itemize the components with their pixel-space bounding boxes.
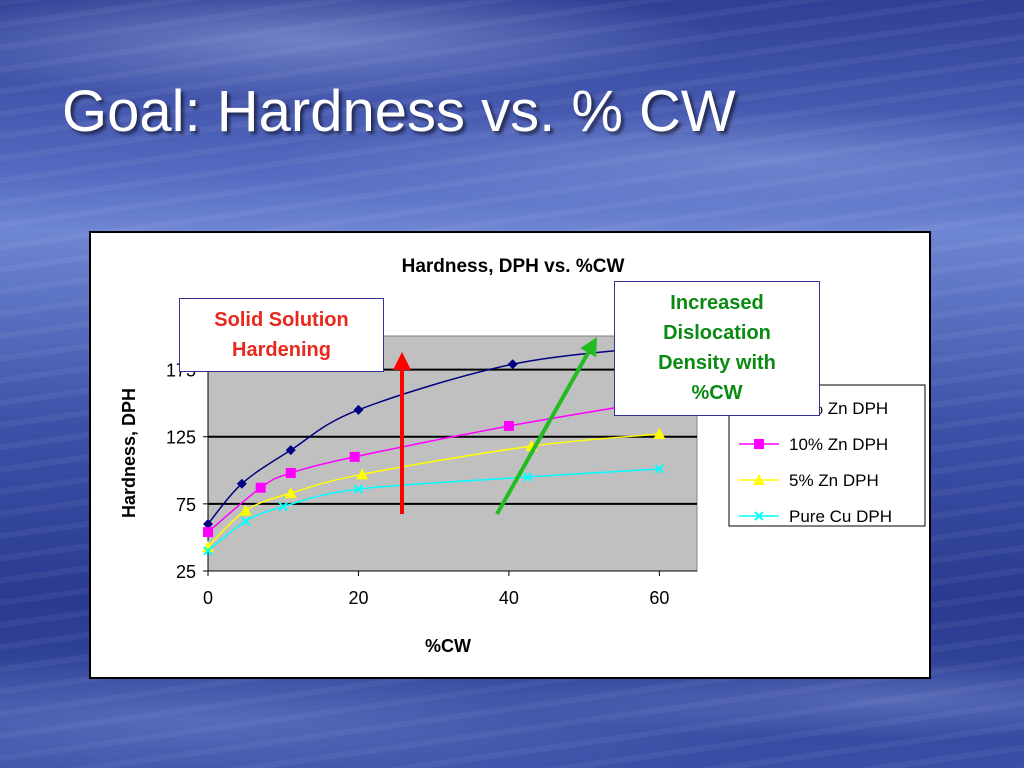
data-point-10pct-zn-dph [503,420,514,431]
solid-solution-line-2: Hardening [232,339,331,361]
data-point-pure-cu-dph [240,516,251,527]
data-point-10pct-zn-dph [255,482,266,493]
solid-solution-arrow [393,352,411,514]
solid-solution-arrow-head [393,352,411,370]
data-point-pure-cu-dph-stroke [240,516,251,527]
solid-solution-line-1: Solid Solution [214,309,349,331]
data-point-pure-cu-dph-stroke [523,472,533,482]
data-point-30pct-zn-dph [203,519,213,529]
legend-label-5pct-zn-dph: 5% Zn DPH [789,471,879,490]
legend-label-10pct-zn-dph: 10% Zn DPH [789,435,888,454]
x-tick-label: 0 [203,588,213,608]
dislocation-arrow-head [580,337,597,358]
legend-marker-pure-cu-dph [754,511,764,521]
data-point-pure-cu-dph [353,484,364,494]
data-point-30pct-zn-dph [236,478,247,489]
x-tick-label: 40 [499,588,519,608]
data-point-pure-cu-dph [278,501,288,512]
x-tick-label: 20 [348,588,368,608]
legend-label-pure-cu-dph: Pure Cu DPH [789,507,892,526]
data-point-5pct-zn-dph [356,468,369,480]
dislocation-density-callout: Increased Dislocation Density with %CW [614,281,820,416]
data-point-5pct-zn-dph [653,428,666,440]
dislocation-arrow [495,337,597,515]
data-point-10pct-zn-dph [203,527,213,538]
data-point-pure-cu-dph [523,472,533,482]
x-axis-label: %CW [425,636,471,656]
legend-marker-5pct-zn-dph [753,474,765,485]
dislocation-line-1: Increased [670,292,764,314]
dislocation-line-4: %CW [691,382,743,404]
axes: 25751251750204060 [166,336,697,608]
y-tick-label: 25 [176,562,196,582]
data-point-pure-cu-dph-stroke [203,546,213,556]
dislocation-line-2: Dislocation [663,322,771,344]
slide-title: Goal: Hardness vs. % CW [62,79,736,144]
data-point-pure-cu-dph-stroke [353,484,364,494]
data-point-pure-cu-dph [654,464,665,474]
data-point-5pct-zn-dph [239,504,252,516]
data-point-10pct-zn-dph [285,467,296,478]
annotation-arrows [393,337,597,515]
legend-marker-pure-cu-dph-stroke [754,511,764,521]
data-point-5pct-zn-dph [284,487,297,499]
data-point-pure-cu-dph-stroke [278,501,288,512]
chart-title: Hardness, DPH vs. %CW [402,256,625,277]
data-point-pure-cu-dph-stroke [654,464,665,474]
data-point-30pct-zn-dph [507,359,518,370]
data-point-10pct-zn-dph [349,451,360,462]
data-point-30pct-zn-dph [285,445,296,456]
dislocation-line-3: Density with [658,352,776,374]
x-tick-label: 60 [649,588,669,608]
y-tick-label: 125 [166,428,196,448]
y-tick-label: 75 [176,495,196,515]
data-point-30pct-zn-dph [353,404,364,415]
series-layer [202,341,666,556]
solid-solution-callout: Solid Solution Hardening [179,298,384,372]
dislocation-arrow-shaft [495,351,590,515]
data-point-pure-cu-dph [203,546,213,556]
y-axis-label: Hardness, DPH [119,388,139,518]
legend-marker-10pct-zn-dph [754,439,764,449]
